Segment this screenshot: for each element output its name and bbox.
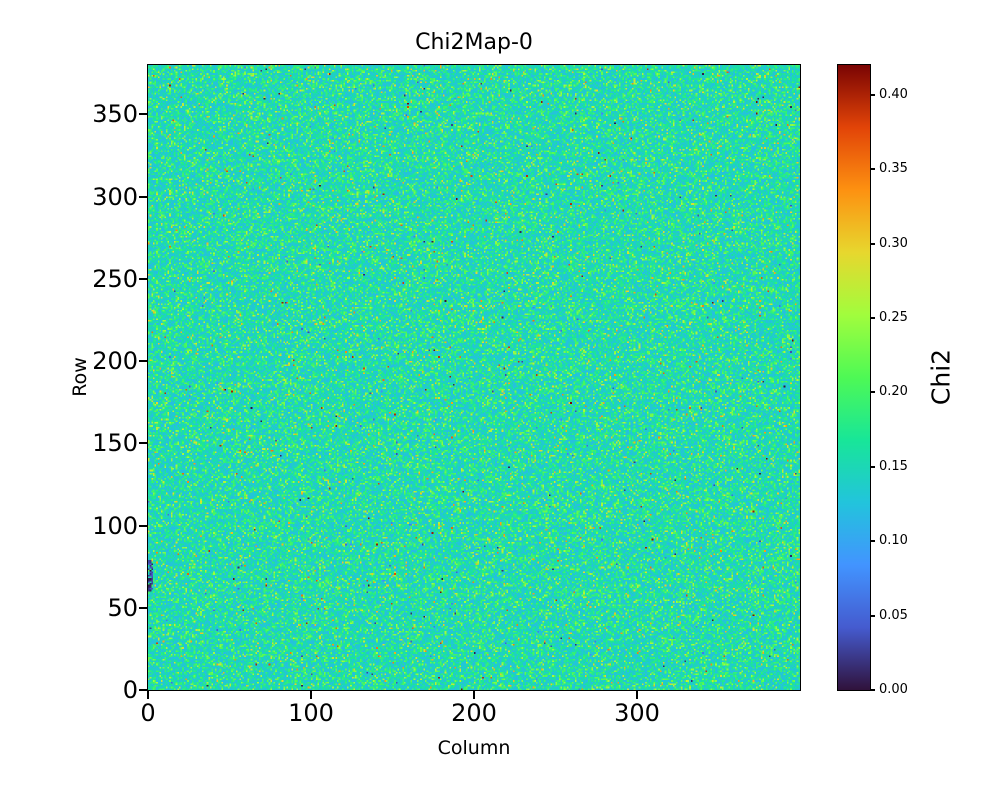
y-tick-mark [139, 360, 147, 363]
colorbar-tick-mark [871, 540, 875, 543]
y-tick-label: 100 [92, 511, 138, 540]
x-tick-label: 200 [451, 699, 497, 727]
colorbar-tick-mark [871, 316, 875, 319]
x-tick-mark [636, 691, 638, 699]
colorbar-tick-label: 0.15 [879, 458, 908, 474]
y-tick-label: 50 [107, 593, 138, 622]
y-tick-mark [139, 689, 147, 691]
colorbar-tick-mark [871, 93, 875, 96]
y-tick-mark [139, 277, 147, 280]
x-tick-label: 300 [614, 699, 660, 727]
colorbar-tick-label: 0.00 [879, 682, 908, 697]
x-tick-mark [310, 691, 312, 699]
y-tick-mark [139, 195, 147, 198]
y-tick-mark [139, 113, 147, 116]
y-tick-label: 300 [92, 182, 138, 211]
y-tick-mark [139, 524, 147, 527]
colorbar-tick-mark [871, 391, 875, 394]
colorbar-tick-label: 0.35 [879, 161, 908, 177]
colorbar-label: Chi2 [926, 348, 956, 406]
x-axis-label: Column [437, 737, 511, 759]
y-tick-label: 200 [92, 347, 138, 376]
heatmap-canvas [148, 65, 800, 690]
colorbar-tick-label: 0.40 [879, 86, 908, 102]
y-tick-label: 150 [92, 429, 138, 458]
x-tick-label: 100 [288, 699, 334, 727]
colorbar-tick-mark [871, 242, 875, 245]
y-tick-mark [139, 606, 147, 609]
x-tick-mark [473, 691, 475, 699]
colorbar-tick-mark [871, 465, 875, 468]
colorbar-tick-label: 0.25 [879, 309, 908, 325]
colorbar-gradient [838, 65, 870, 690]
y-tick-label: 350 [92, 100, 138, 129]
colorbar-tick-label: 0.30 [879, 235, 908, 251]
colorbar-tick-label: 0.05 [879, 607, 908, 623]
colorbar-tick-label: 0.10 [879, 533, 908, 549]
x-tick-label: 0 [140, 699, 156, 727]
colorbar [837, 64, 871, 691]
colorbar-tick-label: 0.20 [879, 384, 908, 400]
x-tick-mark [147, 691, 149, 699]
y-tick-label: 250 [92, 264, 138, 293]
y-tick-label: 0 [122, 676, 138, 704]
y-tick-mark [139, 442, 147, 445]
colorbar-tick-mark [871, 168, 875, 171]
colorbar-tick-mark [871, 614, 875, 617]
plot-title: Chi2Map-0 [415, 30, 533, 55]
colorbar-tick-mark [871, 689, 875, 691]
axes-area [147, 64, 801, 691]
